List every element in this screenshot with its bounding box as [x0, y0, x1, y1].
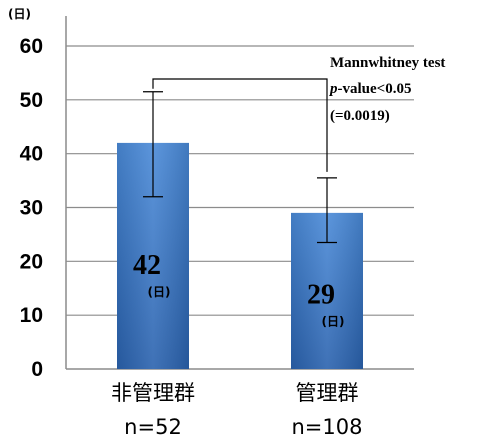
data-label: 42	[133, 250, 161, 281]
test-name: Mannwhitney test	[330, 55, 445, 71]
sample-size-label: n=108	[292, 415, 363, 439]
category-label: 非管理群	[111, 381, 195, 405]
p-value-text: p-value<0.05	[328, 81, 411, 97]
y-tick-label: 50	[20, 89, 43, 112]
significance-annotation: Mannwhitney test p-value<0.05 (=0.0019)	[152, 55, 445, 172]
data-label: 29	[307, 279, 335, 310]
y-tick-label: 20	[20, 250, 43, 273]
p-value-condition: -value<0.05	[338, 81, 412, 97]
y-tick-label: 40	[20, 143, 43, 166]
y-tick-label: 30	[20, 197, 43, 220]
y-axis-ticks: 0 10 20 30 40 50 60	[20, 35, 43, 381]
y-tick-label: 60	[20, 35, 43, 58]
y-tick-label: 0	[31, 358, 43, 381]
p-value-exact: (=0.0019)	[330, 108, 390, 124]
error-bars	[143, 91, 337, 244]
data-labels: 42 (日) 29 (日)	[133, 250, 344, 328]
category-labels: 非管理群 n=52 管理群 n=108	[111, 381, 363, 439]
data-label-unit: (日)	[322, 314, 345, 328]
significance-bracket	[152, 78, 328, 172]
p-symbol: p	[328, 81, 338, 97]
sample-size-label: n=52	[124, 415, 182, 439]
category-label: 管理群	[296, 381, 359, 405]
data-label-unit: (日)	[148, 285, 171, 299]
y-tick-label: 10	[20, 304, 43, 327]
y-axis-unit: (日)	[8, 7, 31, 21]
